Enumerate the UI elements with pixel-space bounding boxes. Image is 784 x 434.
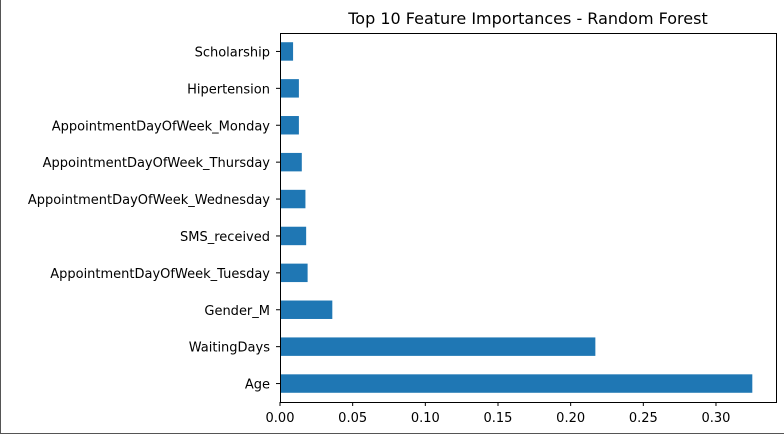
- x-tick-label: 0.30: [702, 411, 731, 426]
- bar-appointmentdayofweek-wednesday: [280, 189, 306, 209]
- bar-hipertension: [280, 79, 299, 98]
- y-tick-label: Scholarship: [195, 45, 270, 60]
- x-tick-label: 0.05: [338, 411, 367, 426]
- y-tick-label: AppointmentDayOfWeek_Wednesday: [28, 193, 270, 208]
- x-tick-label: 0.00: [266, 411, 295, 426]
- bars-group: [280, 42, 753, 393]
- y-tick-label: Hipertension: [187, 82, 270, 97]
- bar-appointmentdayofweek-thursday: [280, 152, 302, 172]
- chart-title: Top 10 Feature Importances - Random Fore…: [347, 9, 707, 28]
- x-tick-label: 0.15: [484, 411, 513, 426]
- y-tick-label: AppointmentDayOfWeek_Tuesday: [50, 267, 270, 282]
- y-tick-label: WaitingDays: [189, 341, 270, 356]
- bar-gender-m: [280, 300, 333, 319]
- x-tick-label: 0.20: [556, 411, 585, 426]
- bar-age: [280, 374, 753, 393]
- bar-scholarship: [280, 42, 294, 61]
- y-tick-label: Age: [245, 378, 270, 393]
- y-tick-label: SMS_received: [180, 230, 270, 245]
- bar-sms-received: [280, 226, 307, 246]
- x-axis: 0.00 0.05 0.10 0.15 0.20 0.25 0.30: [266, 402, 731, 426]
- x-tick-label: 0.25: [629, 411, 658, 426]
- y-axis: Age WaitingDays Gender_M AppointmentDayOfWe…: [28, 45, 280, 393]
- bar-waitingdays: [280, 337, 596, 356]
- bar-appointmentdayofweek-tuesday: [280, 263, 308, 283]
- y-tick-label: AppointmentDayOfWeek_Thursday: [43, 156, 271, 171]
- plot-area: [280, 33, 777, 403]
- bar-appointmentdayofweek-monday: [280, 116, 299, 135]
- y-tick-label: AppointmentDayOfWeek_Monday: [52, 119, 271, 134]
- y-tick-label: Gender_M: [204, 304, 270, 319]
- x-tick-label: 0.10: [411, 411, 440, 426]
